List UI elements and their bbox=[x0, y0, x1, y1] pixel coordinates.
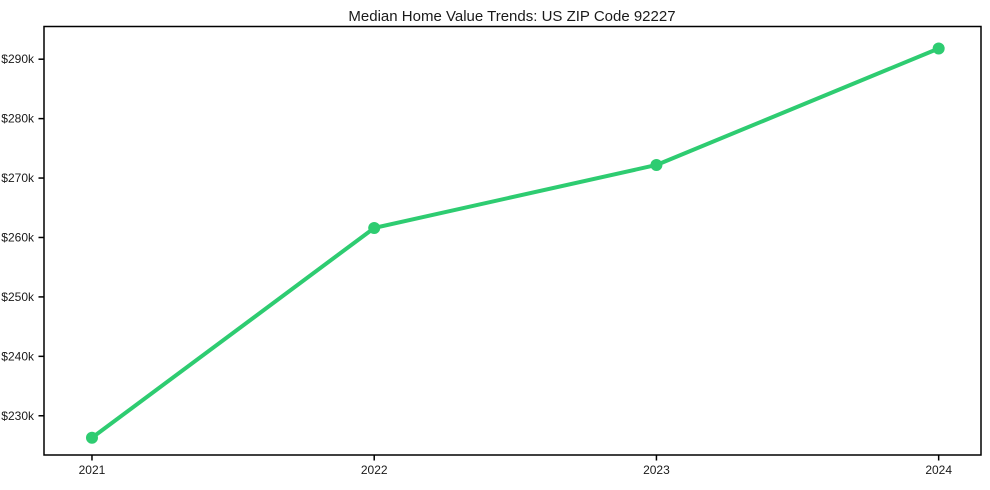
plot-area: $230k $240k $250k $260k $270k $280k $290k 2021 2… bbox=[1, 25, 982, 477]
y-tick-label: $280k bbox=[1, 112, 35, 126]
chart-title: Median Home Value Trends: US ZIP Code 92… bbox=[348, 8, 675, 25]
y-tick-label: $250k bbox=[1, 290, 35, 304]
line-series bbox=[89, 46, 941, 440]
y-tick-label: $260k bbox=[1, 230, 35, 244]
x-tick-label: 2023 bbox=[643, 463, 670, 477]
data-point-marker bbox=[368, 221, 381, 234]
data-point-marker bbox=[650, 158, 663, 171]
y-tick-label: $270k bbox=[1, 171, 35, 185]
data-point-marker bbox=[85, 431, 98, 444]
y-tick-label: $240k bbox=[1, 349, 35, 363]
y-tick-label: $230k bbox=[1, 409, 35, 423]
x-tick-label: 2021 bbox=[79, 463, 106, 477]
x-tick-label: 2024 bbox=[925, 463, 952, 477]
plot-border bbox=[43, 25, 982, 456]
data-point-marker bbox=[932, 42, 945, 55]
y-tick-label: $290k bbox=[1, 52, 35, 66]
x-tick-label: 2022 bbox=[361, 463, 388, 477]
